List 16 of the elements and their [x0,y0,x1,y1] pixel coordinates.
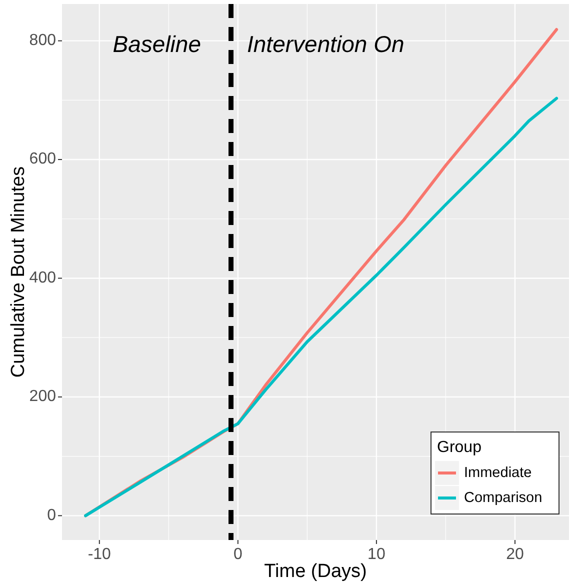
x-tick-label: -10 [88,546,112,563]
y-tick-label: 400 [29,269,56,286]
legend-label: Immediate [464,464,532,481]
annotation: Baseline [112,31,201,58]
x-axis-title: Time (Days) [264,561,367,582]
x-tick-label: 10 [368,546,386,563]
y-axis-title: Cumulative Bout Minutes [8,166,29,378]
legend-title: Group [437,439,482,456]
y-tick-label: 800 [29,32,56,50]
x-tick-label: 20 [506,546,524,563]
y-tick-label: 0 [47,506,56,524]
legend-label: Comparison [464,490,542,506]
y-tick-label: 200 [29,388,56,406]
y-tick-label: 600 [29,150,56,168]
annotation: Intervention On [247,31,404,58]
x-tick-label: 0 [233,546,242,563]
